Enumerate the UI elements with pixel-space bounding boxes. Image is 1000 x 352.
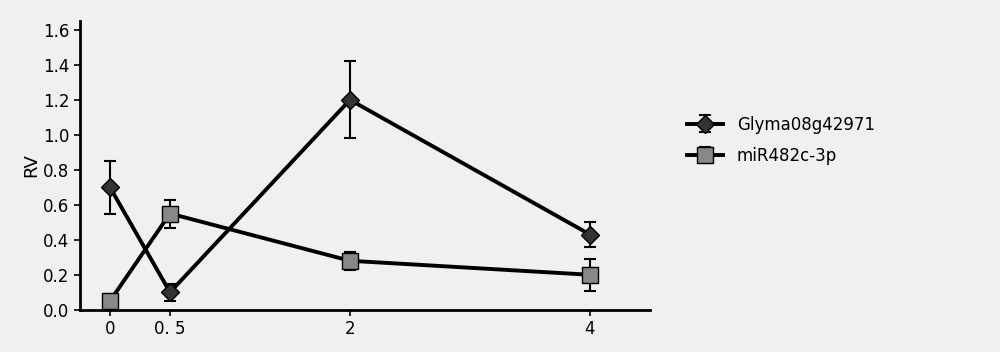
Legend: Glyma08g42971, miR482c-3p: Glyma08g42971, miR482c-3p: [678, 108, 883, 174]
Y-axis label: RV: RV: [22, 153, 40, 177]
